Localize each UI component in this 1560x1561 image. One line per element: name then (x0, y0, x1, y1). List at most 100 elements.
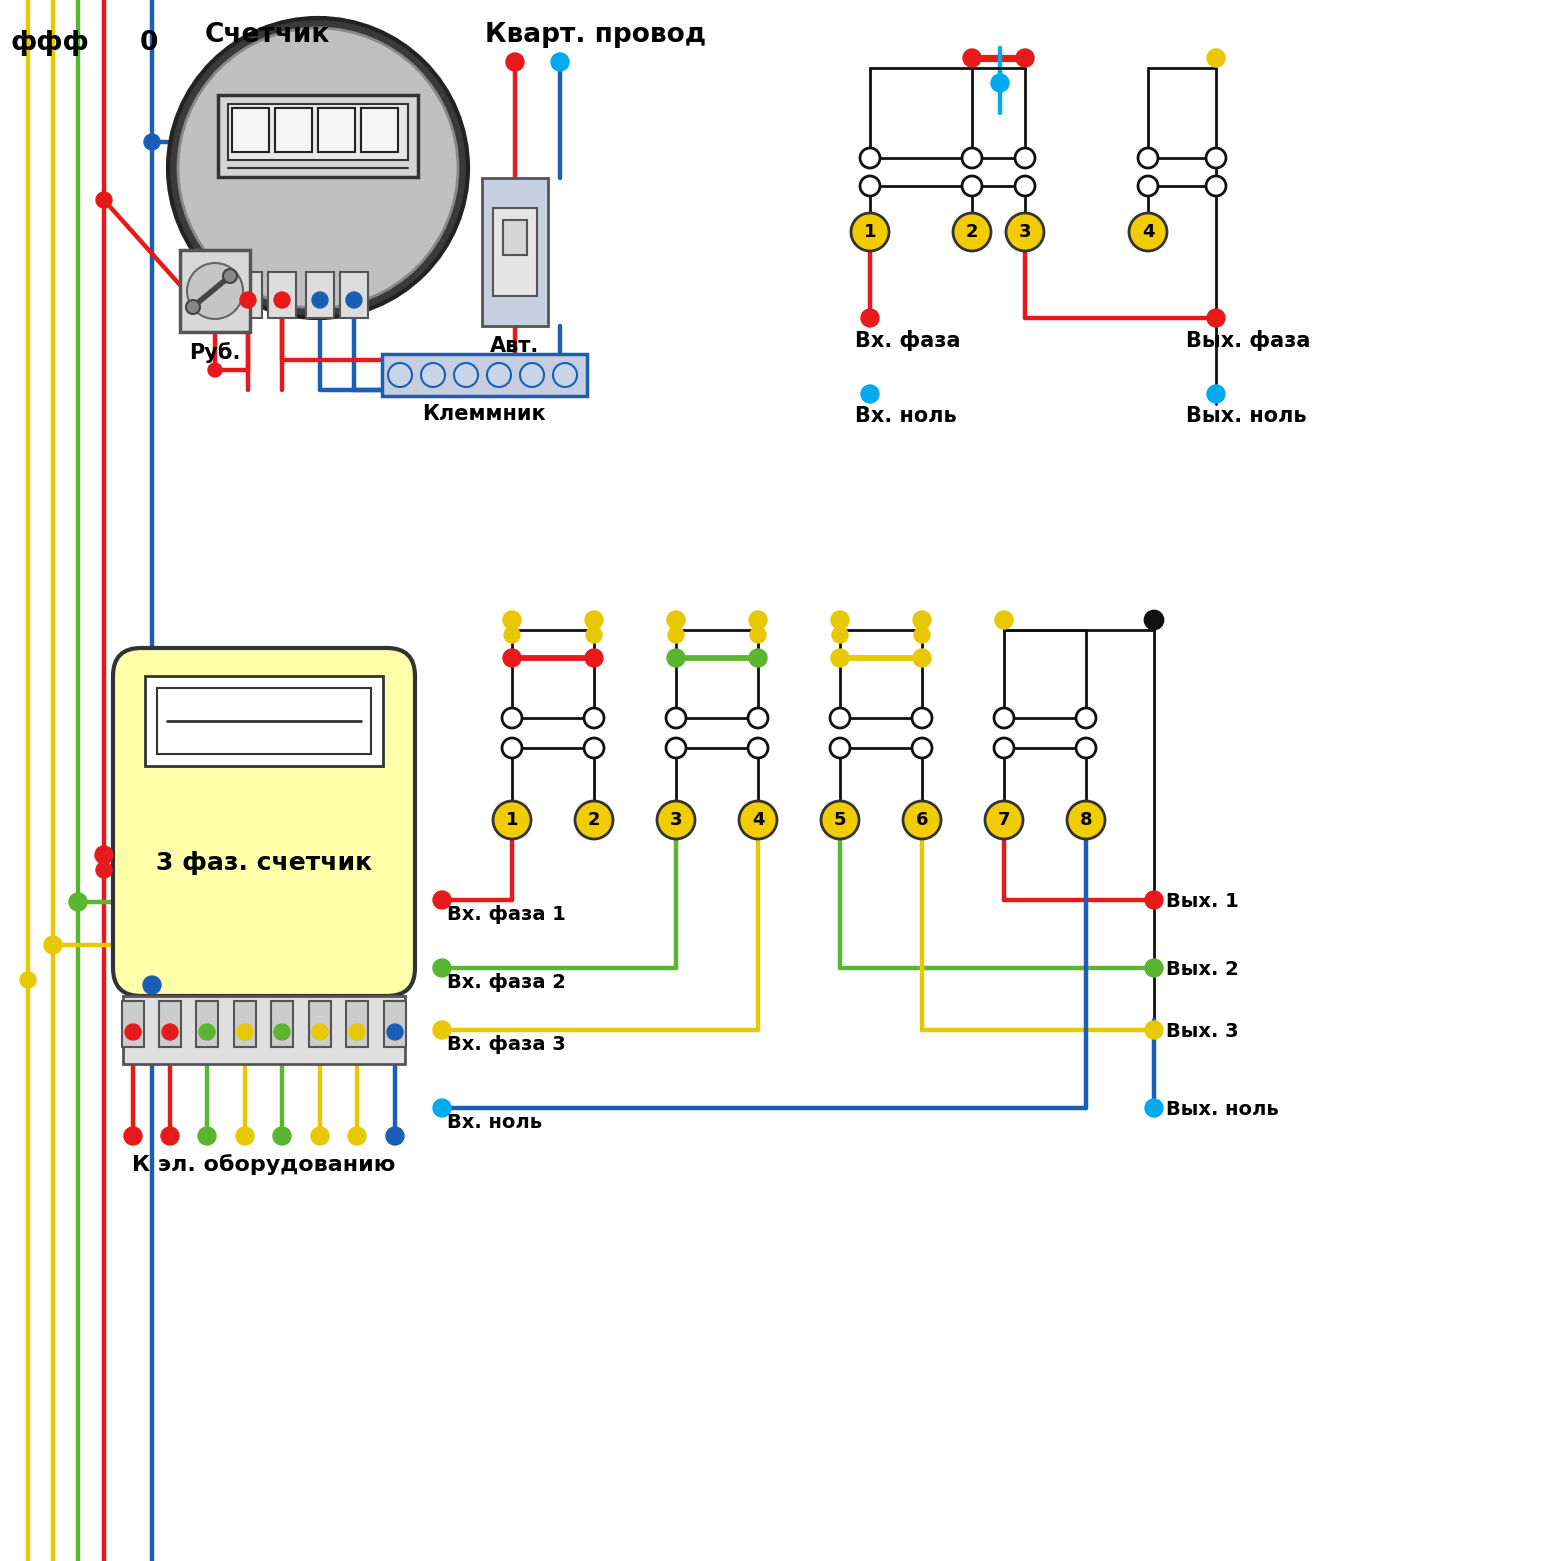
Circle shape (505, 53, 524, 70)
Bar (306, 272, 334, 318)
Circle shape (1006, 212, 1044, 251)
Bar (275, 108, 312, 151)
Circle shape (668, 610, 685, 629)
Bar (123, 996, 406, 1065)
Text: ффф: ффф (9, 30, 89, 56)
Text: 4: 4 (752, 812, 764, 829)
Text: Вх. фаза 1: Вх. фаза 1 (448, 905, 566, 924)
Bar (159, 1001, 181, 1047)
Circle shape (198, 1127, 215, 1146)
Circle shape (207, 364, 222, 378)
Text: Вых. ноль: Вых. ноль (1165, 1101, 1279, 1119)
Circle shape (668, 649, 685, 667)
Circle shape (312, 1024, 328, 1040)
Circle shape (504, 628, 519, 643)
Text: Вых. 2: Вых. 2 (1165, 960, 1239, 979)
Circle shape (963, 176, 981, 197)
Circle shape (1207, 48, 1225, 67)
Circle shape (348, 1127, 367, 1146)
Bar (228, 105, 409, 159)
Circle shape (97, 862, 112, 877)
Bar (218, 95, 418, 176)
Circle shape (493, 801, 530, 838)
Circle shape (502, 610, 521, 629)
Circle shape (519, 364, 544, 387)
Text: Вх. фаза 2: Вх. фаза 2 (448, 973, 566, 991)
Circle shape (273, 1127, 292, 1146)
Circle shape (1145, 1021, 1164, 1040)
Circle shape (1207, 309, 1225, 326)
Bar (340, 272, 368, 318)
Circle shape (861, 386, 878, 403)
Text: Счетчик: Счетчик (204, 22, 331, 48)
Circle shape (349, 1024, 365, 1040)
Text: 8: 8 (1080, 812, 1092, 829)
Bar (384, 1001, 406, 1047)
Bar (346, 1001, 368, 1047)
Circle shape (830, 738, 850, 759)
Circle shape (312, 292, 328, 308)
Circle shape (434, 891, 451, 909)
Circle shape (860, 148, 880, 169)
Circle shape (994, 738, 1014, 759)
Text: Вх. ноль: Вх. ноль (448, 1113, 543, 1132)
Circle shape (388, 364, 412, 387)
Circle shape (168, 19, 468, 318)
Circle shape (123, 1127, 142, 1146)
Circle shape (585, 610, 604, 629)
Circle shape (161, 1127, 179, 1146)
Circle shape (852, 212, 889, 251)
Circle shape (502, 738, 523, 759)
Text: 7: 7 (998, 812, 1011, 829)
Circle shape (275, 292, 290, 308)
Text: 3 фаз. счетчик: 3 фаз. счетчик (156, 851, 373, 876)
Text: 1: 1 (505, 812, 518, 829)
Circle shape (69, 893, 87, 912)
Circle shape (144, 976, 161, 994)
Circle shape (587, 628, 602, 643)
Text: 5: 5 (833, 812, 846, 829)
Bar (493, 208, 537, 297)
Circle shape (237, 1024, 253, 1040)
Circle shape (97, 192, 112, 208)
Circle shape (583, 738, 604, 759)
Circle shape (860, 176, 880, 197)
Circle shape (187, 262, 243, 318)
Circle shape (552, 364, 577, 387)
Bar (234, 272, 262, 318)
Text: 3: 3 (1019, 223, 1031, 240)
Bar (232, 108, 268, 151)
Circle shape (963, 48, 981, 67)
Bar (158, 688, 371, 754)
Circle shape (1076, 738, 1097, 759)
Text: Руб.: Руб. (189, 342, 240, 364)
Text: Вых. ноль: Вых. ноль (1186, 406, 1307, 426)
Circle shape (831, 649, 849, 667)
Circle shape (1145, 610, 1164, 629)
Text: К эл. оборудованию: К эл. оборудованию (133, 1154, 396, 1175)
Circle shape (1016, 48, 1034, 67)
Circle shape (44, 937, 62, 954)
Circle shape (162, 1024, 178, 1040)
Circle shape (186, 300, 200, 314)
Circle shape (487, 364, 512, 387)
Circle shape (583, 709, 604, 727)
Circle shape (1129, 212, 1167, 251)
Circle shape (310, 1127, 329, 1146)
Circle shape (434, 1021, 451, 1040)
Circle shape (1137, 148, 1158, 169)
Circle shape (963, 148, 981, 169)
Circle shape (223, 268, 237, 283)
Circle shape (125, 1024, 140, 1040)
Bar (382, 354, 587, 396)
Bar (179, 250, 250, 332)
Circle shape (953, 212, 991, 251)
Circle shape (385, 1127, 404, 1146)
Circle shape (994, 709, 1014, 727)
Circle shape (144, 134, 161, 150)
Circle shape (1206, 176, 1226, 197)
Circle shape (551, 53, 569, 70)
Text: 3: 3 (669, 812, 682, 829)
Circle shape (1145, 891, 1164, 909)
Circle shape (421, 364, 445, 387)
